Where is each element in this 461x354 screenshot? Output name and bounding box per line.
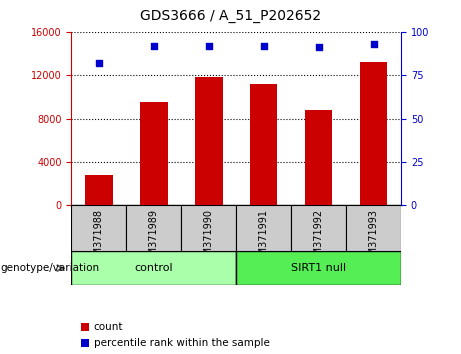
Point [260,43,267,48]
Bar [236,251,401,285]
Bar [181,205,236,251]
Text: GSM371993: GSM371993 [369,209,378,268]
Point [205,43,213,48]
Text: control: control [135,263,173,273]
Text: GSM371991: GSM371991 [259,209,269,268]
Text: GSM371992: GSM371992 [313,209,324,268]
Bar [140,102,168,205]
Bar [71,205,126,251]
Bar [85,175,112,205]
Point [370,41,377,47]
Text: genotype/variation: genotype/variation [0,263,99,273]
Text: GSM371988: GSM371988 [94,209,104,268]
Bar [126,205,181,251]
Bar [291,205,346,251]
Text: GSM371990: GSM371990 [204,209,214,268]
Bar [250,84,278,205]
Bar [305,110,332,205]
Bar [360,62,387,205]
Bar [71,251,236,285]
Text: GDS3666 / A_51_P202652: GDS3666 / A_51_P202652 [140,9,321,23]
Text: percentile rank within the sample: percentile rank within the sample [94,338,270,348]
Text: count: count [94,322,123,332]
Point [315,45,322,50]
Text: SIRT1 null: SIRT1 null [291,263,346,273]
Bar [346,205,401,251]
Text: GSM371989: GSM371989 [149,209,159,268]
Point [150,43,158,48]
Point [95,60,103,66]
Bar [236,205,291,251]
Bar [195,78,223,205]
